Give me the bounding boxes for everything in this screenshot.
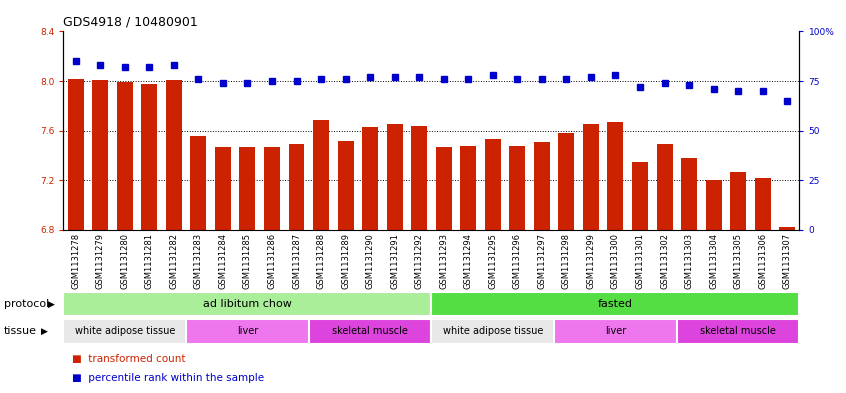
Text: skeletal muscle: skeletal muscle bbox=[700, 327, 776, 336]
Text: ▶: ▶ bbox=[48, 299, 55, 309]
Text: tissue: tissue bbox=[4, 327, 37, 336]
Bar bbox=[309, 319, 431, 344]
Bar bbox=[460, 145, 476, 230]
Bar bbox=[215, 147, 231, 230]
Text: ▶: ▶ bbox=[41, 327, 47, 336]
Bar bbox=[436, 147, 452, 230]
Bar bbox=[338, 141, 354, 230]
Text: ad libitum chow: ad libitum chow bbox=[203, 299, 292, 309]
Text: GDS4918 / 10480901: GDS4918 / 10480901 bbox=[63, 16, 198, 29]
Bar bbox=[264, 147, 280, 230]
Text: ■  transformed count: ■ transformed count bbox=[72, 354, 185, 364]
Bar bbox=[485, 140, 501, 230]
Bar bbox=[755, 178, 771, 230]
Bar bbox=[558, 133, 574, 230]
Bar bbox=[166, 80, 182, 230]
Bar bbox=[186, 319, 309, 344]
Bar bbox=[730, 172, 746, 230]
Bar bbox=[141, 84, 157, 230]
Bar bbox=[681, 158, 697, 230]
Bar bbox=[68, 79, 84, 230]
Text: skeletal muscle: skeletal muscle bbox=[332, 327, 408, 336]
Bar bbox=[509, 145, 525, 230]
Text: protocol: protocol bbox=[4, 299, 49, 309]
Bar bbox=[387, 125, 403, 230]
Bar bbox=[239, 147, 255, 230]
Bar bbox=[632, 162, 648, 230]
Text: fasted: fasted bbox=[598, 299, 633, 309]
Bar bbox=[63, 319, 186, 344]
Bar bbox=[554, 319, 677, 344]
Bar bbox=[411, 126, 427, 230]
Bar bbox=[117, 82, 133, 230]
Text: liver: liver bbox=[237, 327, 258, 336]
Bar bbox=[607, 122, 624, 230]
Bar bbox=[779, 228, 795, 230]
Bar bbox=[63, 292, 431, 316]
Text: white adipose tissue: white adipose tissue bbox=[442, 327, 543, 336]
Bar bbox=[362, 127, 378, 230]
Text: liver: liver bbox=[605, 327, 626, 336]
Bar bbox=[583, 125, 599, 230]
Bar bbox=[431, 292, 799, 316]
Text: white adipose tissue: white adipose tissue bbox=[74, 327, 175, 336]
Bar bbox=[313, 119, 329, 230]
Bar bbox=[656, 144, 673, 230]
Bar bbox=[92, 80, 108, 230]
Bar bbox=[431, 319, 554, 344]
Bar bbox=[190, 136, 206, 230]
Bar bbox=[677, 319, 799, 344]
Bar bbox=[288, 144, 305, 230]
Text: ■  percentile rank within the sample: ■ percentile rank within the sample bbox=[72, 373, 264, 384]
Bar bbox=[534, 142, 550, 230]
Bar bbox=[706, 180, 722, 230]
